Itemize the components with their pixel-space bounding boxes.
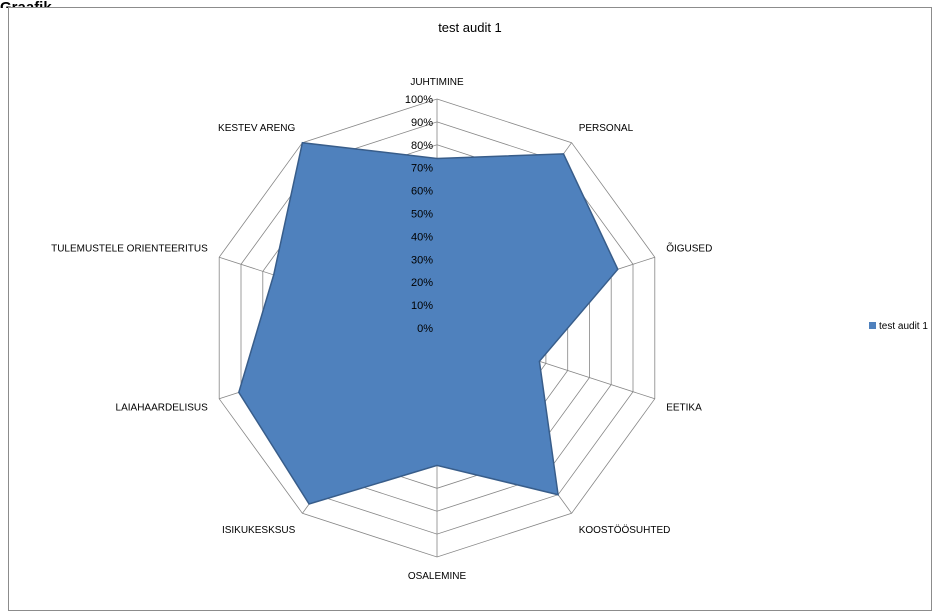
tick-label: 100%: [405, 94, 433, 106]
category-label: JUHTIMINE: [410, 77, 464, 88]
category-label: ÕIGUSED: [666, 242, 712, 255]
tick-label: 80%: [411, 140, 433, 152]
category-label: LAIAHAARDELISUS: [116, 403, 209, 414]
series-area: [237, 141, 619, 505]
tick-label: 30%: [411, 254, 433, 266]
category-label: PERSONAL: [579, 123, 634, 134]
legend-label: test audit 1: [879, 321, 928, 332]
tick-label: 50%: [411, 209, 433, 221]
category-label: EETIKA: [666, 403, 702, 414]
tick-label: 20%: [411, 277, 433, 289]
category-label: TULEMUSTELE ORIENTEERITUS: [51, 244, 208, 255]
tick-label: 70%: [411, 163, 433, 175]
category-label: OSALEMINE: [408, 571, 467, 582]
category-label: ISIKUKESKSUS: [222, 525, 296, 536]
tick-label: 0%: [417, 323, 433, 335]
chart-title: test audit 1: [438, 20, 502, 35]
tick-label: 40%: [411, 231, 433, 243]
category-label: KOOSTÖÖSUHTED: [579, 524, 671, 536]
legend-swatch: [869, 322, 876, 329]
tick-label: 10%: [411, 300, 433, 312]
radar-series: [237, 141, 619, 505]
radar-category-labels: JUHTIMINE PERSONAL ÕIGUSED EETIKA KOOSTÖÖSUH…: [51, 77, 712, 582]
section-heading: Graafik: [0, 0, 52, 8]
tick-label: 60%: [411, 186, 433, 198]
radar-tick-labels: 0% 10% 20% 30% 40% 50% 60% 70% 80% 90% 100%: [405, 94, 433, 335]
legend: test audit 1: [869, 321, 928, 332]
tick-label: 90%: [411, 117, 433, 129]
category-label: KESTEV ARENG: [218, 123, 295, 134]
